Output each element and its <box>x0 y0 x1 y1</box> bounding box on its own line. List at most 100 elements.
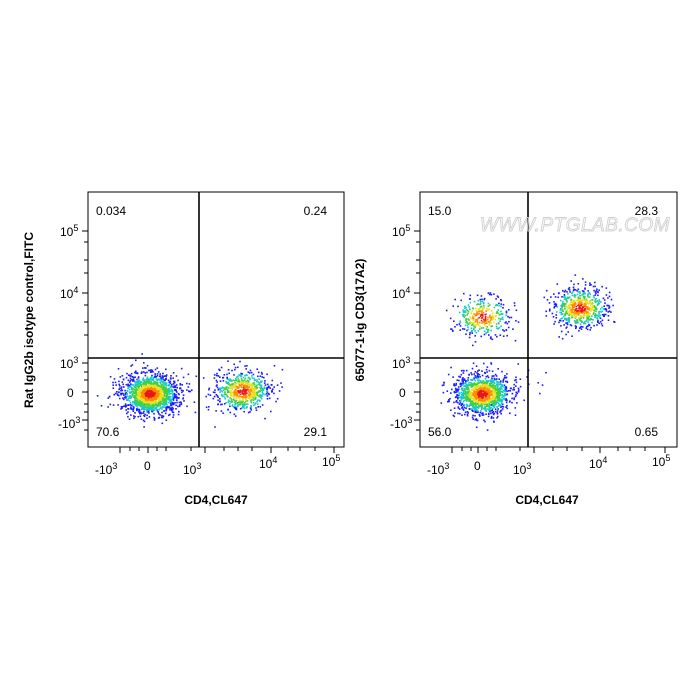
scatter-point <box>258 378 260 380</box>
scatter-point <box>244 392 247 395</box>
scatter-point <box>214 389 216 391</box>
scatter-point <box>214 426 216 428</box>
scatter-point <box>478 303 480 306</box>
scatter-point <box>157 411 160 413</box>
scatter-point <box>236 402 239 405</box>
scatter-point <box>481 386 483 388</box>
scatter-point <box>587 296 589 298</box>
scatter-point <box>267 385 270 388</box>
scatter-point <box>460 404 463 406</box>
scatter-point <box>492 402 495 405</box>
scatter-point <box>473 313 475 315</box>
scatter-point <box>553 306 555 309</box>
scatter-point <box>220 410 223 412</box>
scatter-point <box>464 396 467 398</box>
scatter-point <box>575 321 578 324</box>
scatter-point <box>486 398 489 401</box>
scatter-point <box>462 314 464 316</box>
scatter-point <box>145 388 147 391</box>
scatter-point <box>478 381 481 384</box>
scatter-point <box>473 325 475 328</box>
scatter-point <box>593 324 595 327</box>
scatter-point <box>491 325 494 327</box>
scatter-point <box>264 380 266 382</box>
scatter-point <box>469 400 471 402</box>
scatter-point <box>223 374 226 376</box>
scatter-point <box>566 322 569 324</box>
scatter-point <box>490 382 492 384</box>
scatter-point <box>468 319 470 321</box>
scatter-point <box>469 316 471 318</box>
scatter-point <box>496 413 499 415</box>
scatter-point <box>453 384 455 386</box>
scatter-point <box>183 400 185 402</box>
scatter-point <box>135 384 137 387</box>
scatter-point <box>601 324 604 327</box>
scatter-point <box>170 400 172 402</box>
scatter-point <box>479 303 482 306</box>
scatter-point <box>126 412 128 415</box>
scatter-point <box>511 397 513 400</box>
scatter-point <box>187 386 190 388</box>
scatter-point <box>486 375 489 377</box>
scatter-point <box>122 383 124 386</box>
scatter-point <box>138 403 141 405</box>
scatter-point <box>123 386 125 388</box>
scatter-point <box>474 384 476 386</box>
scatter-point <box>499 320 501 322</box>
scatter-point <box>494 400 496 402</box>
scatter-point <box>598 302 600 305</box>
scatter-point <box>139 400 141 402</box>
scatter-point <box>213 395 216 398</box>
scatter-point <box>579 297 582 300</box>
scatter-point <box>483 401 485 404</box>
scatter-point <box>495 392 498 394</box>
scatter-point <box>491 314 494 317</box>
scatter-point <box>189 390 192 393</box>
scatter-point <box>252 384 255 387</box>
scatter-point <box>578 304 580 306</box>
scatter-point <box>476 372 478 374</box>
scatter-point <box>166 393 168 396</box>
scatter-point <box>243 380 246 383</box>
scatter-point <box>131 393 134 395</box>
scatter-point <box>488 315 491 318</box>
scatter-point <box>443 381 445 384</box>
scatter-point <box>242 393 245 396</box>
scatter-point <box>259 406 262 408</box>
scatter-point <box>194 411 197 414</box>
scatter-point <box>499 318 502 320</box>
scatter-point <box>172 386 175 389</box>
scatter-point <box>151 370 153 372</box>
scatter-point <box>266 386 269 389</box>
scatter-point <box>120 393 122 396</box>
scatter-point <box>596 324 598 326</box>
scatter-point <box>156 391 159 394</box>
scatter-point <box>153 409 156 411</box>
scatter-point <box>159 399 162 401</box>
scatter-point <box>175 404 177 407</box>
scatter-point <box>477 308 480 310</box>
scatter-point <box>487 380 490 382</box>
scatter-point <box>173 396 175 399</box>
scatter-point <box>224 393 227 396</box>
scatter-point <box>605 310 608 312</box>
scatter-point <box>247 382 249 384</box>
scatter-point <box>573 300 575 302</box>
scatter-point <box>485 380 488 382</box>
scatter-point <box>499 388 501 390</box>
scatter-point <box>233 396 235 399</box>
scatter-point <box>221 391 224 393</box>
scatter-point <box>219 376 221 378</box>
scatter-point <box>139 402 142 405</box>
scatter-point <box>137 415 139 418</box>
scatter-point <box>591 315 593 317</box>
scatter-point <box>269 387 272 389</box>
scatter-point <box>235 386 238 388</box>
scatter-point <box>162 402 164 404</box>
scatter-point <box>138 408 140 411</box>
scatter-point <box>135 391 137 393</box>
scatter-point <box>138 380 140 382</box>
scatter-point <box>121 381 124 383</box>
scatter-point <box>148 369 150 372</box>
